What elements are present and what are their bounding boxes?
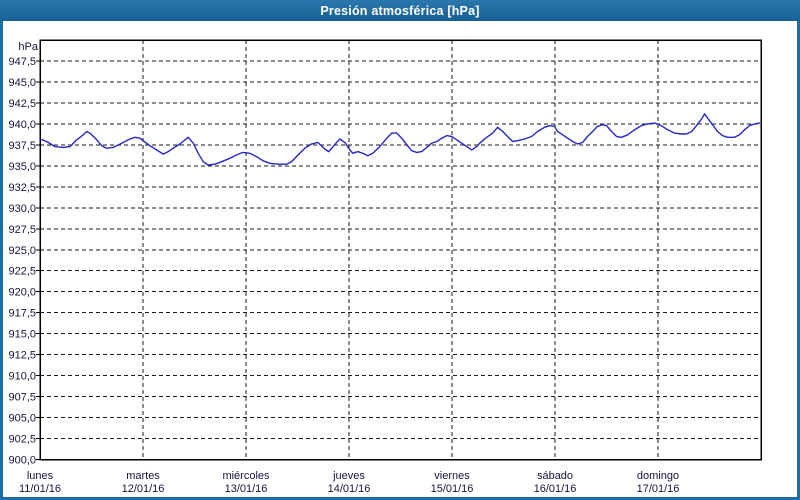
- x-day-label: lunes: [27, 470, 54, 482]
- window-frame-left: [0, 21, 3, 500]
- y-axis-unit-label: hPa: [18, 41, 38, 53]
- x-day-label: jueves: [332, 470, 365, 482]
- y-tick-label: 915,0: [8, 329, 36, 341]
- y-tick-label: 940,0: [8, 119, 36, 131]
- x-date-label: 15/01/16: [431, 483, 474, 495]
- y-tick-label: 920,0: [8, 287, 36, 299]
- x-date-label: 14/01/16: [328, 483, 371, 495]
- window-frame-right: [797, 21, 800, 500]
- y-tick-label: 925,0: [8, 245, 36, 257]
- y-tick-label: 932,5: [8, 182, 36, 194]
- window-frame-bottom: [0, 497, 800, 500]
- y-tick-label: 927,5: [8, 224, 36, 236]
- x-day-label: viernes: [434, 470, 470, 482]
- x-day-label: domingo: [637, 470, 679, 482]
- y-tick-label: 930,0: [8, 203, 36, 215]
- x-date-label: 13/01/16: [225, 483, 268, 495]
- x-date-label: 12/01/16: [122, 483, 165, 495]
- x-day-label: miércoles: [222, 470, 270, 482]
- y-tick-label: 907,5: [8, 392, 36, 404]
- y-tick-label: 900,0: [8, 455, 36, 467]
- y-tick-label: 912,5: [8, 350, 36, 362]
- y-tick-label: 910,0: [8, 371, 36, 383]
- x-date-label: 11/01/16: [19, 483, 61, 495]
- x-date-label: 17/01/16: [637, 483, 680, 495]
- y-tick-label: 947,5: [8, 56, 36, 68]
- y-tick-label: 942,5: [8, 98, 36, 110]
- pressure-line: [39, 113, 761, 166]
- x-date-label: 16/01/16: [534, 483, 577, 495]
- x-day-label: martes: [126, 470, 160, 482]
- title-bar: Presión atmosférica [hPa]: [0, 0, 800, 21]
- y-tick-label: 905,0: [8, 413, 36, 425]
- x-day-label: sábado: [537, 470, 573, 482]
- y-tick-label: 937,5: [8, 140, 36, 152]
- y-tick-label: 902,5: [8, 434, 36, 446]
- chart-title: Presión atmosférica [hPa]: [320, 3, 480, 18]
- y-tick-label: 917,5: [8, 308, 36, 320]
- y-tick-label: 922,5: [8, 266, 36, 278]
- y-tick-label: 935,0: [8, 161, 36, 173]
- y-tick-label: 945,0: [8, 77, 36, 89]
